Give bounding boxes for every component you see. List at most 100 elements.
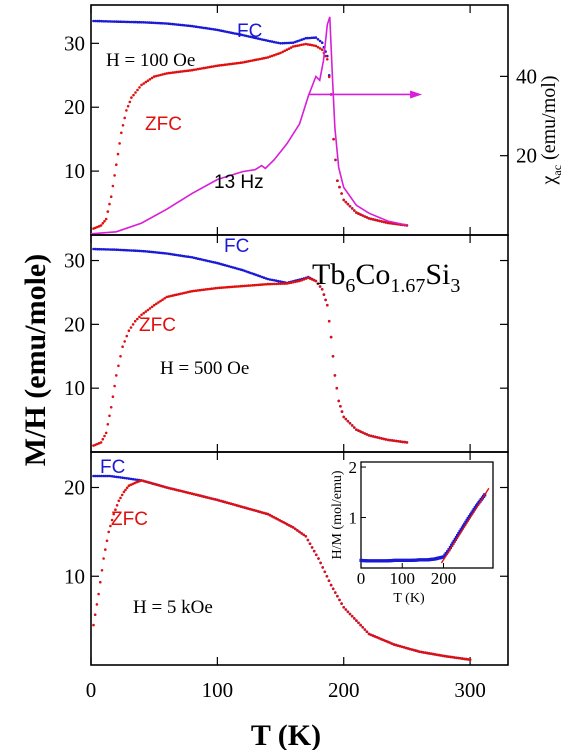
data-point: [167, 71, 171, 75]
data-point: [115, 504, 119, 507]
data-point: [266, 39, 270, 43]
data-point: [308, 542, 312, 545]
data-point: [112, 512, 115, 516]
data-point: [300, 532, 303, 535]
data-point: [218, 262, 221, 265]
series-ac-13hz: [90, 16, 408, 235]
data-point: [308, 43, 312, 46]
inset-point: [467, 515, 471, 519]
data-point: [353, 617, 356, 620]
data-point: [302, 533, 306, 537]
data-point: [144, 480, 148, 483]
inset-point: [472, 507, 476, 512]
data-point: [359, 213, 362, 216]
data-point: [214, 498, 217, 501]
data-point: [227, 501, 231, 505]
data-point: [200, 26, 204, 29]
data-point: [122, 248, 126, 252]
data-point: [304, 42, 308, 46]
data-point: [131, 323, 135, 326]
data-point: [175, 488, 178, 492]
data-point: [439, 654, 443, 657]
data-point: [216, 286, 219, 290]
data-point: [103, 434, 106, 438]
data-point: [316, 282, 320, 286]
data-point: [334, 158, 337, 162]
data-point: [239, 61, 242, 64]
data-point: [310, 43, 314, 47]
data-point: [159, 484, 162, 488]
data-point: [283, 49, 287, 53]
data-point: [200, 67, 204, 70]
data-point: [233, 285, 237, 288]
data-point: [281, 282, 285, 285]
data-point: [153, 251, 157, 254]
data-point: [157, 483, 160, 487]
data-point: [455, 656, 458, 660]
y-tick-label: 10: [64, 376, 85, 400]
data-point: [394, 643, 398, 647]
ac-label-panel1: 13 Hz: [214, 172, 264, 193]
data-point: [272, 53, 276, 57]
data-point: [95, 603, 99, 606]
data-point: [109, 406, 113, 409]
data-point: [272, 279, 276, 282]
data-point: [223, 286, 227, 289]
data-point: [249, 35, 252, 39]
data-point: [283, 41, 287, 45]
data-point: [453, 656, 456, 659]
data-point: [120, 248, 124, 252]
data-point: [270, 40, 274, 43]
data-point: [276, 517, 279, 521]
data-point: [254, 273, 258, 277]
data-point: [122, 20, 126, 24]
data-point: [140, 479, 143, 482]
data-point: [99, 580, 102, 584]
data-point: [98, 474, 101, 478]
data-point: [142, 479, 145, 483]
data-point: [179, 70, 182, 73]
data-point: [298, 39, 301, 42]
data-point: [279, 280, 282, 283]
compound-sub-6: 6: [345, 275, 355, 297]
data-point: [316, 38, 320, 41]
data-point: [151, 250, 155, 254]
data-point: [403, 440, 407, 444]
data-point: [283, 282, 287, 285]
data-point: [163, 252, 167, 255]
data-point: [336, 594, 339, 598]
inset-point: [454, 535, 459, 540]
data-point: [332, 137, 335, 141]
inset-point: [450, 543, 454, 547]
data-point: [342, 198, 346, 202]
data-point: [256, 283, 260, 287]
data-point: [268, 282, 272, 286]
inset-point: [463, 522, 467, 526]
data-point: [371, 435, 375, 438]
data-point: [138, 249, 141, 253]
data-point: [231, 266, 235, 269]
field-label-100oe: H = 100 Oe: [106, 50, 195, 71]
data-point: [188, 24, 192, 28]
data-point: [296, 44, 299, 47]
data-point: [302, 43, 306, 46]
data-point: [179, 23, 182, 27]
data-point: [289, 46, 293, 49]
data-point: [302, 278, 306, 281]
inset-fit-line: [440, 487, 490, 564]
inset-y-tick-label: 1: [349, 509, 358, 528]
data-point: [268, 55, 272, 58]
data-point: [108, 20, 112, 23]
data-point: [404, 646, 408, 650]
data-point: [270, 282, 274, 286]
data-point: [296, 39, 299, 43]
data-point: [169, 487, 172, 490]
data-point: [264, 283, 268, 286]
data-point: [326, 303, 329, 307]
data-point: [99, 224, 103, 227]
data-point: [243, 284, 246, 288]
data-point: [120, 20, 124, 24]
data-point: [188, 491, 192, 495]
data-point: [279, 42, 282, 45]
data-point: [125, 334, 129, 338]
